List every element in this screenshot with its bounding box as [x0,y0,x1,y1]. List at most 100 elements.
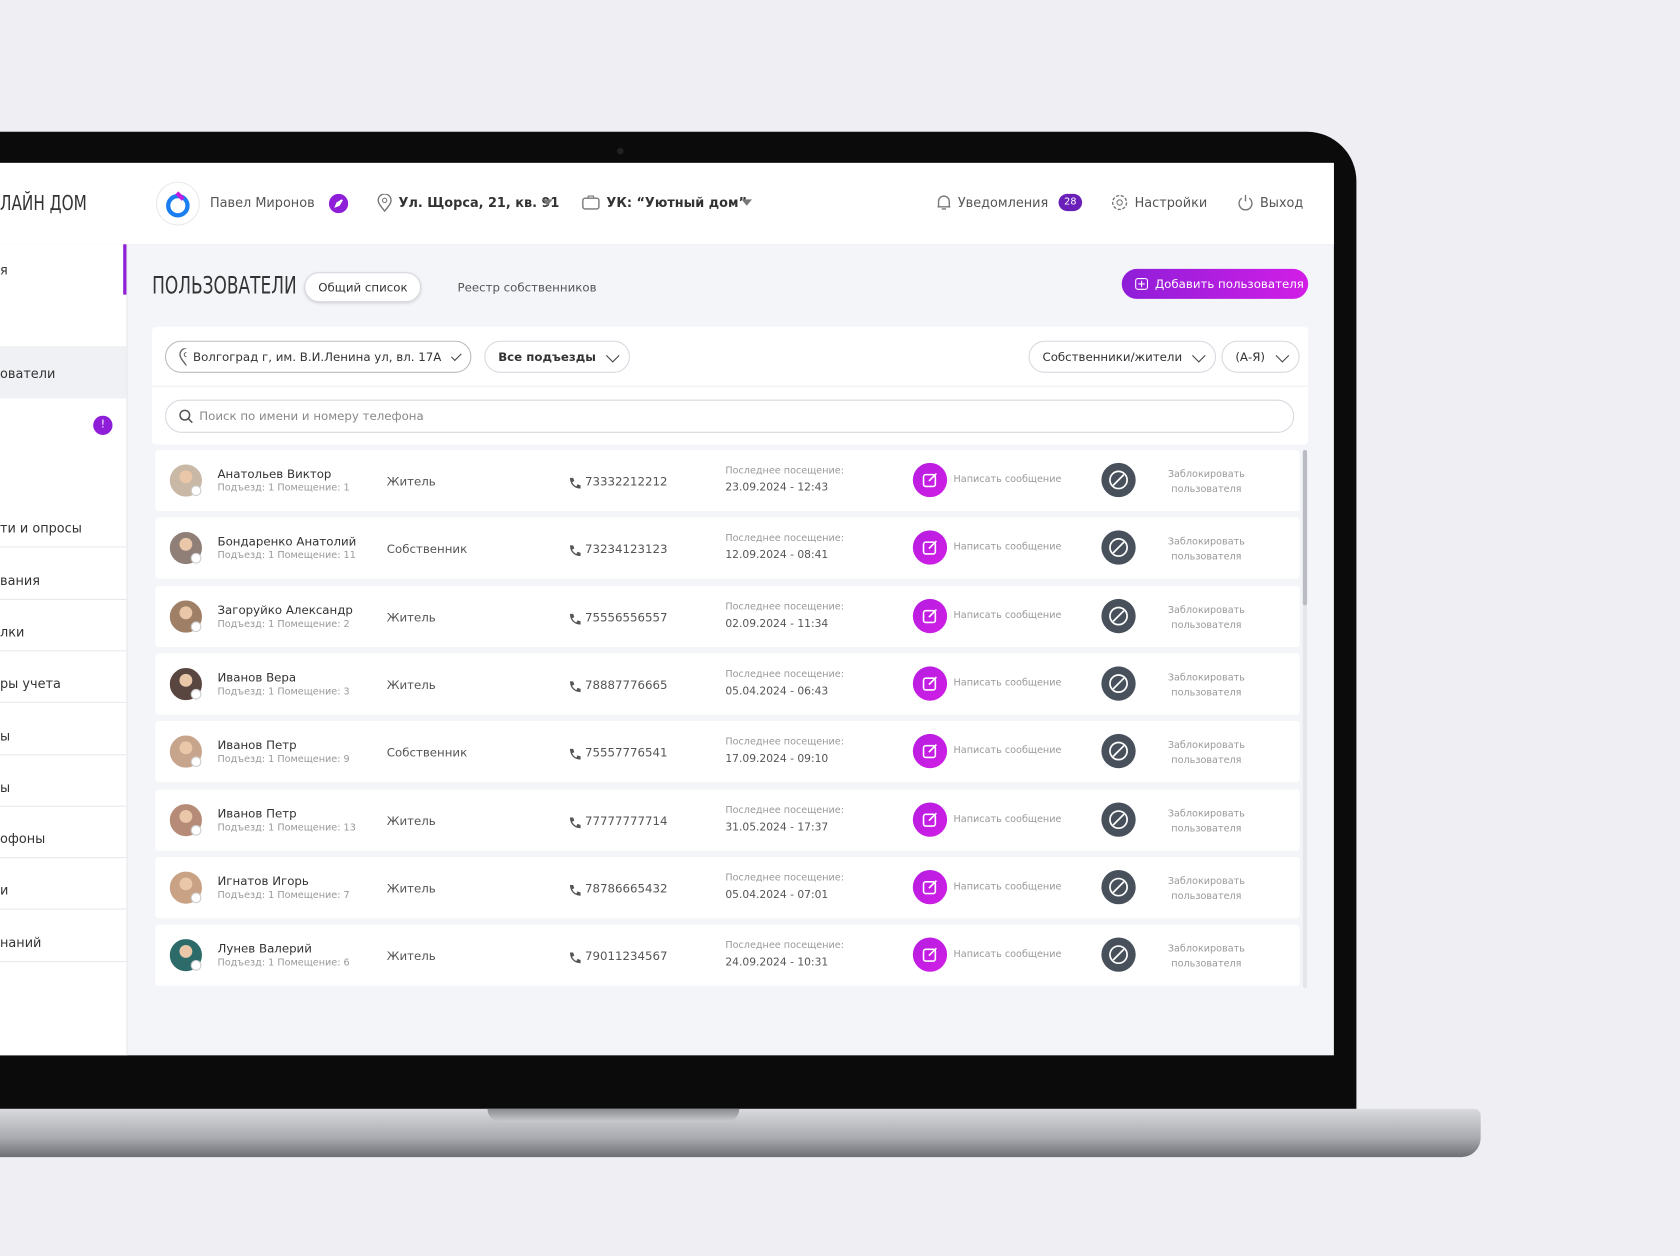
block-button[interactable] [1101,530,1136,565]
sidebar-item[interactable]: ы [0,728,11,744]
settings[interactable]: Настройки [1134,194,1208,210]
message-label[interactable]: Написать сообщение [953,881,1062,893]
sidebar-item[interactable]: ователи [0,366,56,382]
user-name[interactable]: Загоруйко Александр [217,602,353,617]
phone: 75557776541 [584,745,668,760]
pin-icon [179,347,187,366]
block-button[interactable] [1101,666,1136,701]
avatar [167,869,205,906]
user-name[interactable]: Иванов Вера [217,670,297,685]
caret[interactable] [542,199,553,206]
message-button[interactable] [912,937,948,972]
sidebar-item[interactable]: ы [0,779,11,795]
logout[interactable]: Выход [1259,194,1304,210]
search-input[interactable]: Поиск по имени и номеру телефона [164,399,1295,433]
user-name[interactable]: Павел Миронов [209,194,315,210]
divider [152,385,1309,387]
message-icon [922,879,937,895]
message-button[interactable] [912,462,948,498]
message-label[interactable]: Написать сообщение [953,610,1062,621]
notifications[interactable]: Уведомления [957,194,1049,210]
caret[interactable] [741,199,753,206]
message-button[interactable] [912,666,948,701]
message-label[interactable]: Написать сообщение [953,474,1062,486]
last-visit: 23.09.2024 - 12:43 [725,482,829,494]
user-role: Собственник [386,745,468,760]
block-icon [1109,809,1128,829]
user-name[interactable]: Игнатов Игорь [217,874,309,888]
sidebar-item[interactable]: ры учета [0,676,61,692]
user-name[interactable]: Иванов Петр [217,806,297,821]
message-label[interactable]: Написать сообщение [953,745,1062,757]
block-button[interactable] [1101,801,1136,837]
type-filter[interactable]: Собственники/жители [1028,340,1217,373]
message-button[interactable] [912,734,948,769]
block-label[interactable]: Заблокировать пользователя [1167,876,1245,902]
phone: 78887776665 [584,678,668,693]
location-filter[interactable]: Волгоград г, им. В.И.Ленина ул, вл. 17А [164,340,472,373]
block-button[interactable] [1101,734,1136,769]
sidebar-item[interactable]: я [0,262,8,278]
phone-glyph [569,749,581,760]
block-label[interactable]: Заблокировать пользователя [1167,537,1245,563]
message-label[interactable]: Написать сообщение [953,949,1062,961]
block-label[interactable]: Заблокировать пользователя [1167,944,1245,970]
message-icon [922,947,937,962]
entrance-filter[interactable]: Все подъезды [484,340,631,373]
screen: ЛАЙН ДОМ Павел Миронов Ул. Щорса, 21, кв… [0,162,1334,1056]
message-button[interactable] [912,530,948,565]
block-label[interactable]: Заблокировать пользователя [1167,740,1245,767]
message-label[interactable]: Написать сообщение [953,813,1062,825]
user-name[interactable]: Лунев Валерий [217,941,312,956]
tab[interactable]: Реестр собственников [457,280,597,295]
user-role: Житель [386,474,436,489]
message-button[interactable] [912,598,948,633]
sidebar-item[interactable]: наний [0,935,42,951]
message-label[interactable]: Написать сообщение [953,542,1062,554]
visit-label: Последнее посещение: [725,805,844,816]
user-row: Загоруйко Александр Подъезд: 1 Помещение:… [155,585,1300,647]
visit-label: Последнее посещение: [725,466,844,477]
sidebar-item[interactable]: лки [0,624,25,640]
tab-active[interactable]: Общий список [304,272,422,303]
search-placeholder: Поиск по имени и номеру телефона [199,409,424,424]
user-name[interactable]: Иванов Петр [217,738,297,753]
block-label[interactable]: Заблокировать пользователя [1167,469,1245,495]
block-button[interactable] [1101,937,1136,972]
sidebar-item[interactable]: офоны [0,831,46,847]
block-button[interactable] [1101,869,1136,905]
phone-glyph [569,545,581,557]
user-row: Иванов Вера Подъезд: 1 Помещение: 3 Житель… [155,653,1300,715]
sidebar-item[interactable]: ти и опросы [0,520,82,536]
edit-icon[interactable] [328,193,349,214]
camera [617,147,624,155]
user-name[interactable]: Бондаренко Анатолий [217,534,357,549]
block-icon [1109,538,1128,558]
user-role: Собственник [386,542,468,557]
sidebar-item[interactable]: и [0,882,9,898]
block-icon [1109,945,1128,965]
user-name[interactable]: Анатольев Виктор [217,467,332,482]
block-label[interactable]: Заблокировать пользователя [1167,672,1245,699]
company[interactable]: УК: “Уютный дом” [606,194,747,210]
block-button[interactable] [1101,462,1136,498]
user-details: Подъезд: 1 Помещение: 11 [217,551,356,562]
block-icon [1109,741,1128,761]
last-visit: 05.04.2024 - 07:01 [725,889,829,901]
message-button[interactable] [912,869,948,905]
block-icon [1109,877,1128,897]
message-button[interactable] [912,801,948,837]
message-label[interactable]: Написать сообщение [953,678,1062,689]
last-visit: 31.05.2024 - 17:37 [725,821,829,834]
sidebar-separator [0,650,127,652]
sort-filter[interactable]: (А-Я) [1221,340,1300,373]
add-user-button[interactable]: Добавить пользователя [1121,268,1309,299]
block-label[interactable]: Заблокировать пользователя [1167,604,1245,631]
block-label[interactable]: Заблокировать пользователя [1167,808,1245,835]
address[interactable]: Ул. Щорса, 21, кв. 91 [398,194,560,210]
user-details: Подъезд: 1 Помещение: 1 [217,483,350,494]
sidebar-item[interactable]: вания [0,573,40,589]
main: ПОЛЬЗОВАТЕЛИ Общий список Реестр собстве… [126,244,1333,1055]
block-button[interactable] [1101,598,1136,633]
